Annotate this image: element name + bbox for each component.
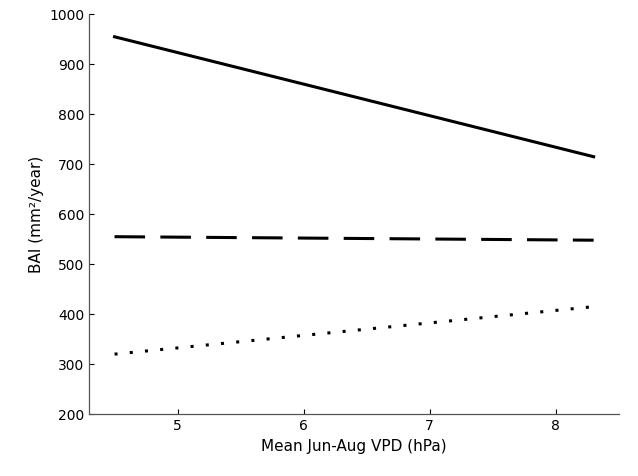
X-axis label: Mean Jun-Aug VPD (hPa): Mean Jun-Aug VPD (hPa) xyxy=(262,438,447,454)
Y-axis label: BAI (mm²/year): BAI (mm²/year) xyxy=(29,156,44,273)
